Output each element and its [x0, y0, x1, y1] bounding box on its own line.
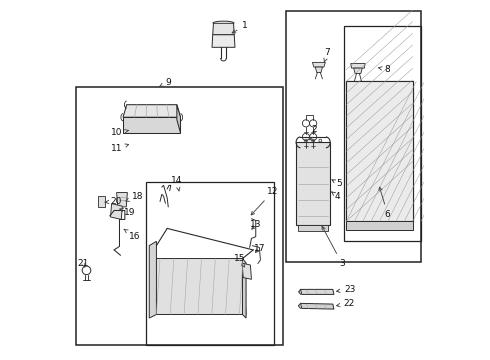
Polygon shape	[315, 67, 322, 72]
Text: 12: 12	[251, 187, 279, 215]
Polygon shape	[346, 221, 413, 230]
Polygon shape	[123, 105, 180, 117]
Polygon shape	[298, 225, 328, 231]
Polygon shape	[296, 142, 330, 225]
Polygon shape	[111, 204, 122, 220]
Text: 6: 6	[379, 187, 391, 219]
Text: 23: 23	[337, 285, 355, 294]
Text: 8: 8	[378, 65, 391, 74]
Polygon shape	[242, 263, 251, 279]
Text: 20: 20	[105, 197, 122, 206]
Text: 7: 7	[324, 48, 330, 63]
Polygon shape	[313, 62, 325, 67]
Text: 14: 14	[171, 176, 183, 191]
Text: 5: 5	[332, 179, 342, 188]
Text: 10: 10	[111, 128, 128, 137]
Polygon shape	[354, 68, 362, 73]
Text: 11: 11	[111, 144, 129, 153]
Polygon shape	[153, 258, 246, 315]
Polygon shape	[212, 35, 235, 47]
Text: 22: 22	[337, 299, 355, 308]
Text: 2: 2	[310, 125, 317, 140]
Text: 17: 17	[254, 244, 265, 253]
Text: 19: 19	[120, 208, 135, 217]
Text: 18: 18	[126, 192, 143, 201]
Text: 4: 4	[332, 192, 341, 201]
Text: 1: 1	[232, 21, 248, 33]
Polygon shape	[213, 23, 234, 35]
Text: 9: 9	[160, 78, 171, 87]
Polygon shape	[149, 241, 156, 318]
Text: 3: 3	[322, 226, 344, 268]
Bar	[343, 26, 421, 241]
Text: 13: 13	[250, 220, 262, 229]
Bar	[76, 87, 283, 345]
Bar	[286, 12, 421, 262]
Text: 16: 16	[124, 229, 141, 241]
Polygon shape	[351, 63, 365, 68]
Polygon shape	[98, 196, 105, 207]
Text: 15: 15	[234, 255, 245, 267]
Polygon shape	[300, 289, 334, 294]
Polygon shape	[177, 105, 180, 133]
Polygon shape	[300, 303, 334, 309]
Polygon shape	[117, 193, 127, 207]
Polygon shape	[346, 81, 413, 221]
Bar	[147, 182, 274, 345]
Bar	[346, 81, 413, 221]
Polygon shape	[123, 117, 180, 133]
Polygon shape	[243, 258, 246, 318]
Text: 21: 21	[77, 259, 89, 268]
